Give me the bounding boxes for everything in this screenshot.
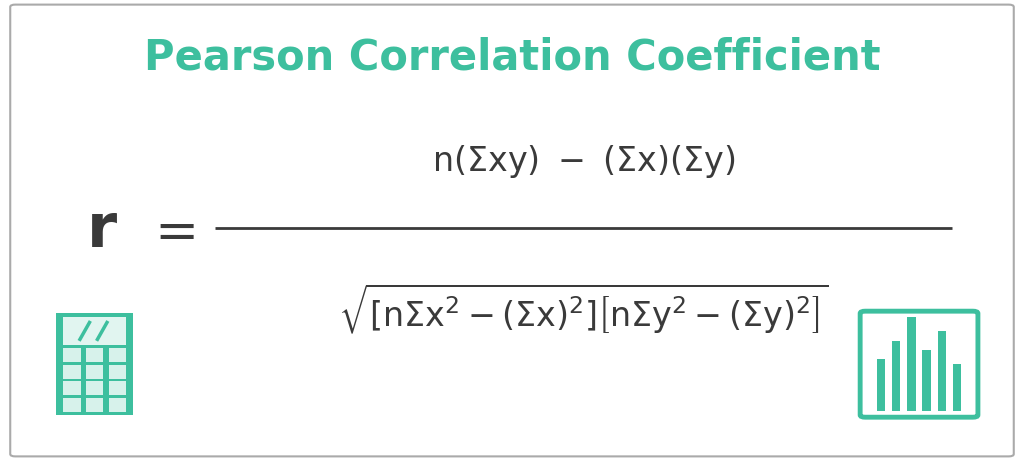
Text: $\mathbf{r}$: $\mathbf{r}$ (86, 201, 119, 260)
Bar (63, 317, 126, 345)
Bar (892, 341, 900, 411)
Bar (953, 364, 962, 411)
Bar (86, 381, 103, 395)
Text: $=$: $=$ (143, 205, 195, 256)
Bar (56, 313, 133, 415)
Bar (938, 331, 946, 411)
Bar (109, 397, 126, 412)
Text: $\mathrm{\sqrt{\left[n\Sigma x^2 - (\Sigma x)^2\right]\left[n\Sigma y^2 - (\Sigm: $\mathrm{\sqrt{\left[n\Sigma x^2 - (\Sig… (338, 282, 829, 336)
Bar (109, 381, 126, 395)
Bar (923, 350, 931, 411)
Text: Pearson Correlation Coefficient: Pearson Correlation Coefficient (143, 36, 881, 79)
FancyBboxPatch shape (10, 5, 1014, 456)
FancyBboxPatch shape (860, 311, 978, 417)
Bar (63, 349, 81, 362)
Bar (907, 317, 915, 411)
Bar (109, 349, 126, 362)
Bar (877, 360, 885, 411)
Bar (86, 397, 103, 412)
Bar (86, 365, 103, 379)
Bar (109, 365, 126, 379)
Bar (86, 349, 103, 362)
Bar (63, 397, 81, 412)
Text: $\mathrm{n(\Sigma xy)\ -\ (\Sigma x)(\Sigma y)}$: $\mathrm{n(\Sigma xy)\ -\ (\Sigma x)(\Si… (432, 143, 735, 180)
Bar (63, 381, 81, 395)
Bar (63, 365, 81, 379)
